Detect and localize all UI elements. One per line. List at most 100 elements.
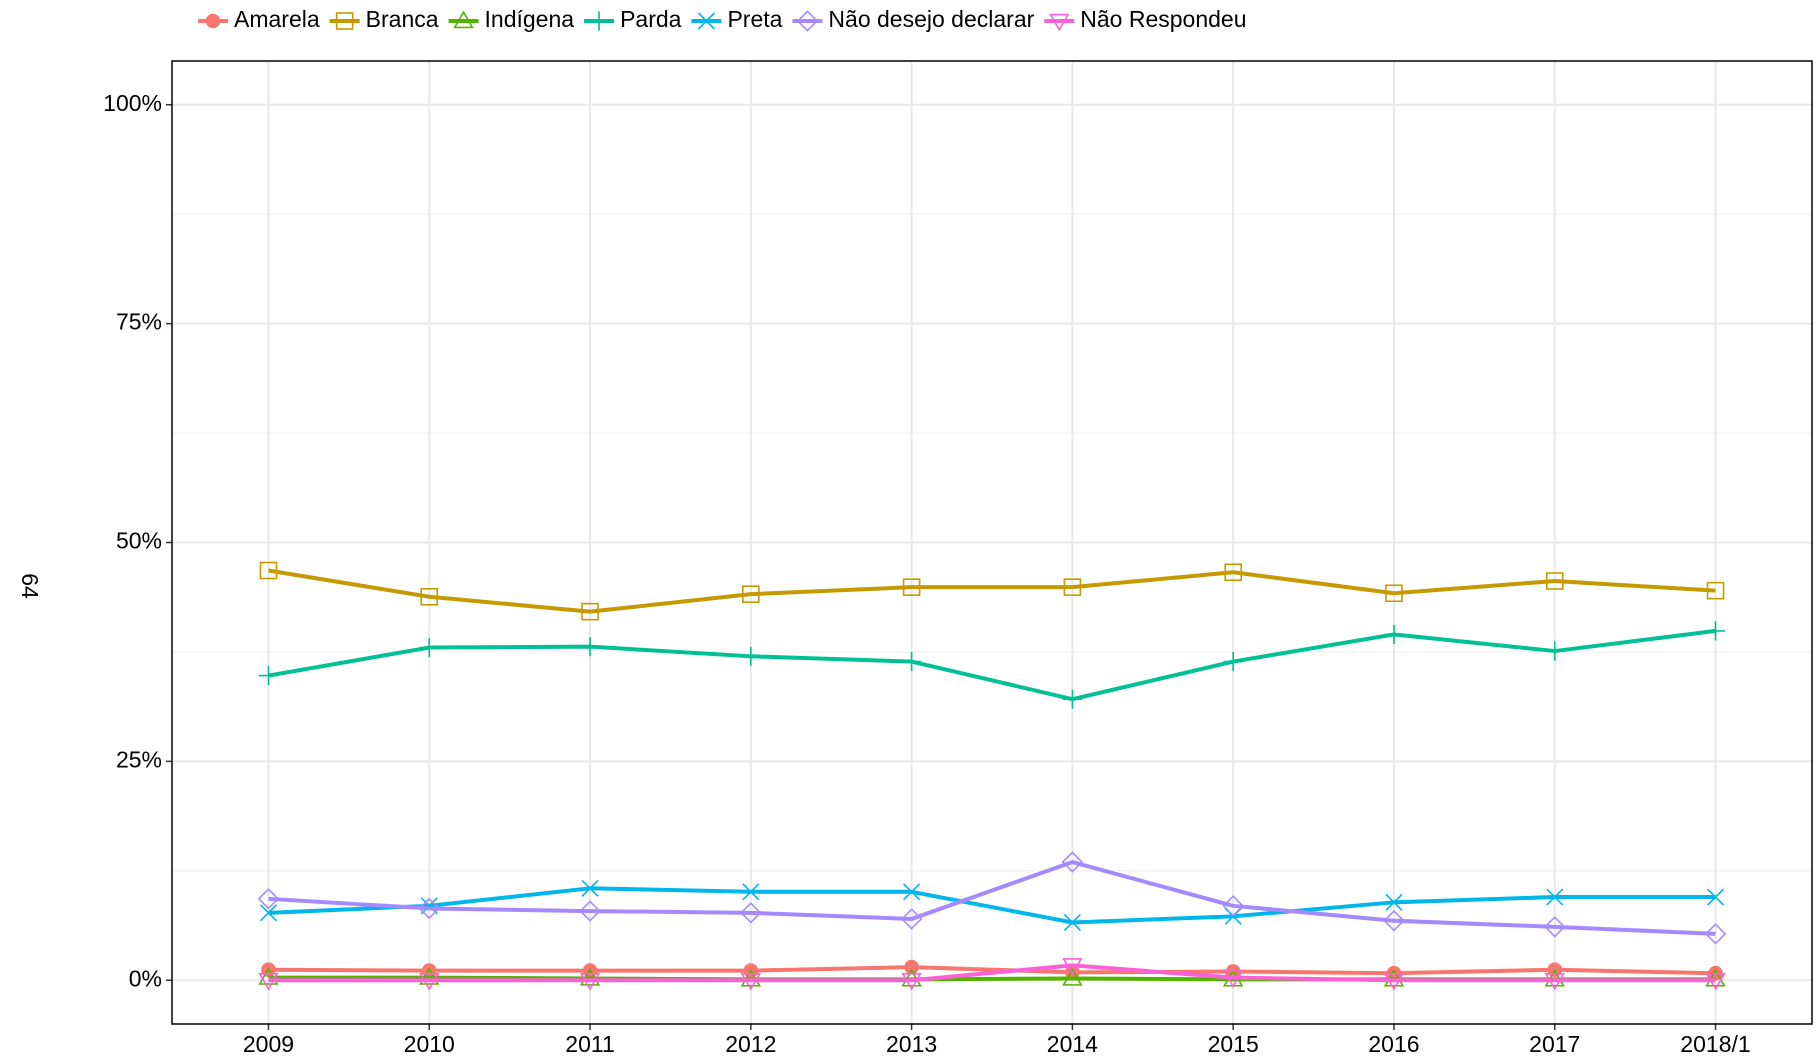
point <box>903 883 921 901</box>
point <box>1545 641 1565 661</box>
point <box>258 973 279 991</box>
point <box>1704 923 1727 945</box>
x-tick-label: 2017 <box>1529 1031 1580 1057</box>
point <box>1061 851 1084 873</box>
series-line <box>268 568 1716 614</box>
series-line <box>268 963 1716 983</box>
page-number: 64 <box>17 573 43 599</box>
point <box>1544 968 1565 987</box>
point <box>335 12 354 30</box>
x-tick-label: 2015 <box>1208 1031 1259 1057</box>
series <box>258 621 1726 709</box>
point <box>259 904 278 922</box>
point <box>1383 909 1405 932</box>
point <box>1705 621 1726 641</box>
point <box>1063 913 1081 932</box>
point <box>742 883 760 901</box>
point <box>1062 958 1083 976</box>
point <box>1383 973 1405 991</box>
legend-label: Amarela <box>234 6 320 32</box>
x-tick-label: 2013 <box>886 1031 937 1057</box>
point <box>1049 13 1070 32</box>
point <box>258 665 279 686</box>
x-tick-label: 2014 <box>1047 1031 1098 1057</box>
point <box>902 578 921 596</box>
point <box>259 561 278 580</box>
point <box>1546 888 1564 906</box>
point <box>589 11 609 31</box>
series <box>258 958 1726 991</box>
point <box>740 902 762 924</box>
series-line <box>268 965 1716 976</box>
point <box>1544 973 1565 991</box>
point <box>1544 916 1566 938</box>
point <box>1545 572 1564 590</box>
point <box>741 646 761 666</box>
y-tick-label: 75% <box>116 309 162 335</box>
point <box>258 967 279 985</box>
series-line <box>268 628 1716 702</box>
point <box>1384 624 1404 645</box>
point <box>740 973 762 991</box>
point <box>418 897 440 920</box>
point <box>1062 968 1083 986</box>
point <box>742 585 760 603</box>
legend-entry: Branca <box>329 6 439 32</box>
point <box>1705 968 1726 987</box>
x-tick-label: 2009 <box>243 1031 294 1057</box>
legend-entry: Amarela <box>198 6 320 32</box>
point <box>1222 895 1244 917</box>
point <box>901 973 922 991</box>
point <box>579 973 601 991</box>
legend-label: Branca <box>366 6 439 32</box>
point <box>1224 563 1242 582</box>
point <box>257 888 280 910</box>
series <box>257 851 1727 945</box>
series-line <box>268 886 1716 925</box>
legend-entry: Parda <box>584 6 682 32</box>
point <box>420 897 438 915</box>
point <box>420 587 439 606</box>
point <box>1222 970 1244 988</box>
legend-entry: Preta <box>691 6 783 32</box>
point <box>419 967 440 985</box>
legend-entry: Não Respondeu <box>1044 6 1247 32</box>
x-tick-label: 2010 <box>404 1031 455 1057</box>
point <box>697 12 716 30</box>
point <box>1062 689 1082 709</box>
point <box>1385 893 1403 911</box>
point <box>1706 581 1725 600</box>
legend-label: Não Respondeu <box>1080 6 1246 32</box>
point <box>419 637 439 658</box>
x-tick-label: 2011 <box>565 1031 614 1057</box>
x-tick-label: 2016 <box>1368 1031 1419 1057</box>
point <box>205 13 221 29</box>
legend-label: Preta <box>727 6 782 32</box>
series-line <box>268 860 1716 936</box>
legend-label: Não desejo declarar <box>828 6 1034 32</box>
point <box>453 10 474 29</box>
point <box>1706 888 1725 906</box>
point <box>579 900 601 922</box>
point <box>900 908 923 930</box>
point <box>579 968 601 986</box>
point <box>740 968 762 987</box>
point <box>581 602 599 621</box>
y-tick-label: 50% <box>116 528 162 554</box>
point <box>1705 973 1726 991</box>
y-tick-label: 100% <box>103 90 162 116</box>
point <box>580 637 600 657</box>
point <box>581 879 599 897</box>
point <box>1383 968 1405 987</box>
point <box>902 651 922 672</box>
point <box>1063 578 1082 596</box>
point <box>1385 584 1403 603</box>
x-tick-label: 2012 <box>725 1031 776 1057</box>
y-tick-label: 25% <box>116 746 162 772</box>
legend-entry: Não desejo declarar <box>792 6 1035 32</box>
point <box>1223 651 1243 672</box>
panel-border <box>171 60 1813 1025</box>
series <box>259 561 1725 621</box>
legend-label: Parda <box>620 6 682 32</box>
